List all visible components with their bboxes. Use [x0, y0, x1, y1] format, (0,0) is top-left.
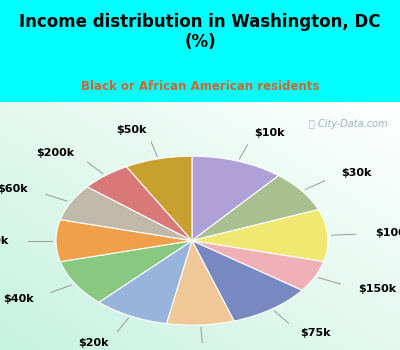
Text: $10k: $10k [254, 128, 285, 138]
Text: $200k: $200k [36, 148, 75, 158]
Wedge shape [60, 241, 192, 302]
Wedge shape [192, 210, 328, 262]
Wedge shape [99, 241, 192, 324]
Wedge shape [87, 167, 192, 241]
Text: > $200k: > $200k [0, 236, 8, 246]
Wedge shape [60, 187, 192, 241]
Text: $60k: $60k [0, 184, 28, 194]
Text: $75k: $75k [300, 328, 331, 338]
Text: Black or African American residents: Black or African American residents [81, 79, 319, 93]
Text: $50k: $50k [116, 125, 146, 135]
Wedge shape [192, 241, 324, 290]
Text: $40k: $40k [3, 294, 34, 304]
Wedge shape [192, 176, 318, 241]
Wedge shape [166, 241, 234, 325]
Wedge shape [56, 220, 192, 262]
Text: Income distribution in Washington, DC
(%): Income distribution in Washington, DC (%… [19, 13, 381, 51]
Wedge shape [126, 156, 192, 241]
Text: ⓘ City-Data.com: ⓘ City-Data.com [309, 119, 388, 129]
Text: $150k: $150k [358, 284, 397, 294]
Text: $100k: $100k [376, 229, 400, 238]
Wedge shape [192, 241, 302, 321]
Text: $30k: $30k [341, 168, 371, 178]
Wedge shape [192, 156, 279, 241]
Text: $20k: $20k [78, 337, 108, 348]
